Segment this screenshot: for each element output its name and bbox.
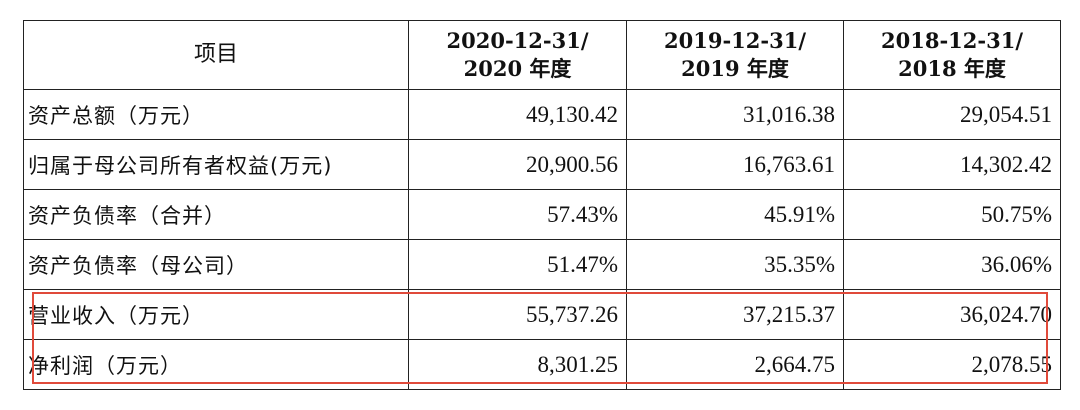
cell-value: 20,900.56 [408,139,627,190]
financial-table: 项目 2020-12-31/ 2020 年度 2019-12-31/ 2019 … [23,20,1061,390]
cell-value: 2,078.55 [843,339,1061,390]
row-label-total-assets: 资产总额（万元） [23,89,409,140]
header-row: 项目 2020-12-31/ 2020 年度 2019-12-31/ 2019 … [23,20,1061,90]
cell-value: 31,016.38 [626,89,844,140]
header-2018-year: 2018 年度 [898,56,1006,81]
table-row: 净利润（万元） 8,301.25 2,664.75 2,078.55 [23,339,1061,390]
cell-value: 51.47% [408,239,627,290]
table-body: 资产总额（万元） 49,130.42 31,016.38 29,054.51 归… [23,89,1061,390]
row-label-net-profit: 净利润（万元） [23,339,409,390]
cell-value: 35.35% [626,239,844,290]
financial-table-container: 项目 2020-12-31/ 2020 年度 2019-12-31/ 2019 … [23,20,1061,390]
row-label-parent-equity: 归属于母公司所有者权益(万元) [23,139,409,190]
cell-value: 8,301.25 [408,339,627,390]
header-2019: 2019-12-31/ 2019 年度 [626,20,844,90]
row-label-debt-ratio-consolidated: 资产负债率（合并） [23,189,409,240]
table-header: 项目 2020-12-31/ 2020 年度 2019-12-31/ 2019 … [23,20,1061,90]
table-row: 资产负债率（合并） 57.43% 45.91% 50.75% [23,189,1061,240]
cell-value: 36.06% [843,239,1061,290]
header-2019-year: 2019 年度 [681,56,789,81]
table-row: 归属于母公司所有者权益(万元) 20,900.56 16,763.61 14,3… [23,139,1061,190]
row-label-revenue: 营业收入（万元） [23,289,409,340]
header-item: 项目 [23,20,409,90]
cell-value: 57.43% [408,189,627,240]
row-label-debt-ratio-parent: 资产负债率（母公司） [23,239,409,290]
cell-value: 37,215.37 [626,289,844,340]
header-2020-year: 2020 年度 [463,56,572,81]
header-2020: 2020-12-31/ 2020 年度 [408,20,627,90]
table-row: 资产总额（万元） 49,130.42 31,016.38 29,054.51 [23,89,1061,140]
cell-value: 49,130.42 [408,89,627,140]
cell-value: 16,763.61 [626,139,844,190]
cell-value: 36,024.70 [843,289,1061,340]
cell-value: 45.91% [626,189,844,240]
table-row: 营业收入（万元） 55,737.26 37,215.37 36,024.70 [23,289,1061,340]
cell-value: 14,302.42 [843,139,1061,190]
table-row: 资产负债率（母公司） 51.47% 35.35% 36.06% [23,239,1061,290]
header-2018-date: 2018-12-31/ [881,28,1023,53]
header-2020-date: 2020-12-31/ [446,28,589,53]
cell-value: 2,664.75 [626,339,844,390]
header-2018: 2018-12-31/ 2018 年度 [843,20,1061,90]
cell-value: 29,054.51 [843,89,1061,140]
cell-value: 55,737.26 [408,289,627,340]
cell-value: 50.75% [843,189,1061,240]
header-2019-date: 2019-12-31/ [664,28,806,53]
